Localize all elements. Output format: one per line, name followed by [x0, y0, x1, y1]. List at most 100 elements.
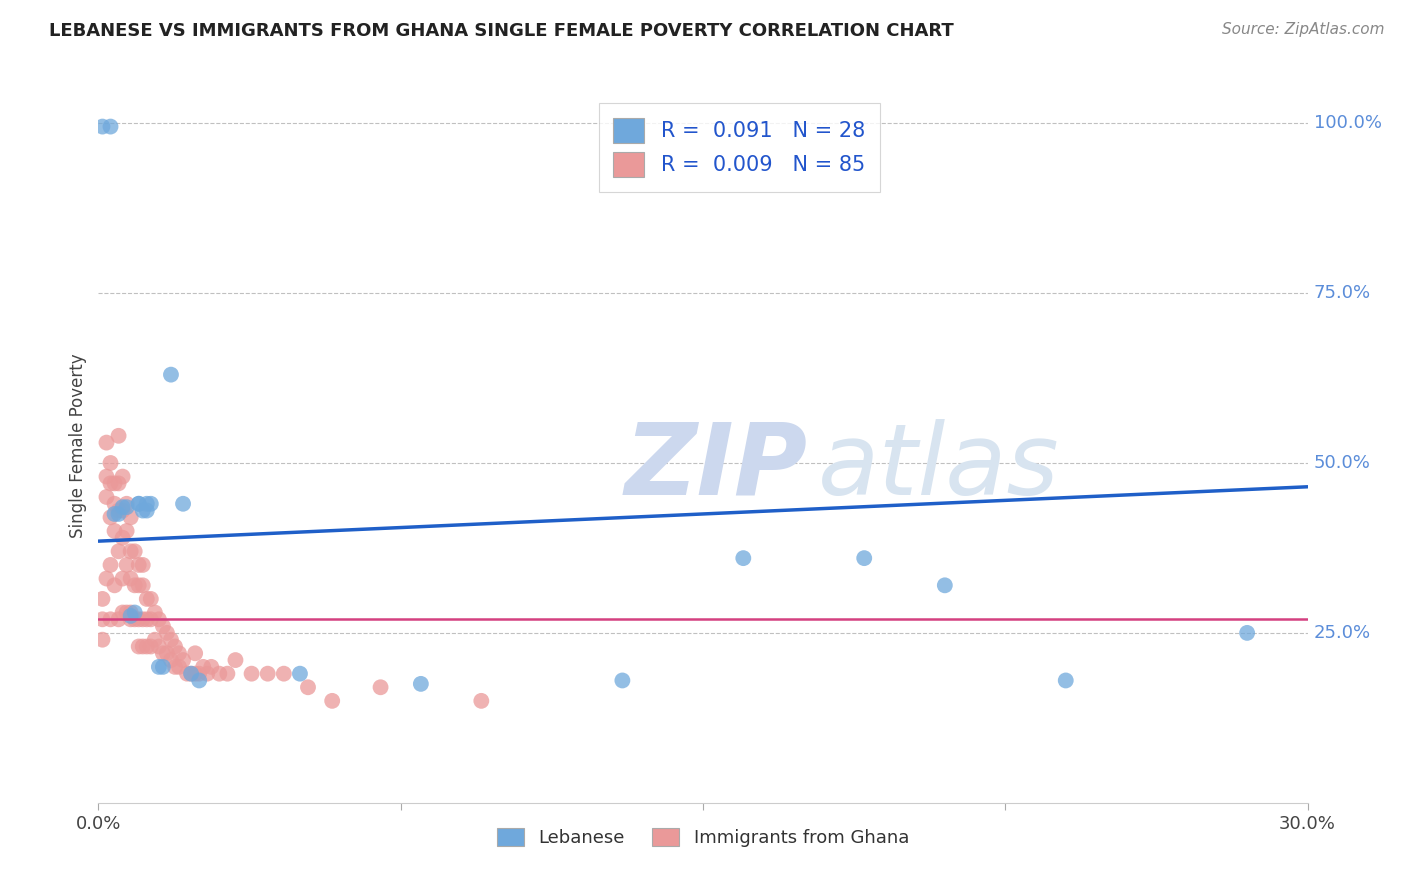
Point: [100, 476, 122, 491]
Point: [111, 531, 134, 545]
Point: [107, 544, 129, 558]
Point: [152, 619, 174, 633]
Point: [160, 632, 183, 647]
Point: [139, 640, 162, 654]
Point: [107, 503, 129, 517]
Point: [139, 591, 162, 606]
Text: ZIP: ZIP: [624, 419, 807, 516]
Point: [188, 673, 211, 688]
Point: [100, 120, 122, 134]
Point: [91, 591, 114, 606]
Point: [135, 497, 157, 511]
Point: [103, 476, 125, 491]
Point: [100, 558, 122, 572]
Point: [135, 640, 157, 654]
Point: [107, 476, 129, 491]
Point: [1236, 626, 1258, 640]
Legend: Lebanese, Immigrants from Ghana: Lebanese, Immigrants from Ghana: [489, 821, 917, 855]
Point: [115, 606, 138, 620]
Point: [96, 490, 118, 504]
Point: [148, 640, 170, 654]
Point: [172, 653, 194, 667]
Point: [156, 626, 179, 640]
Point: [115, 497, 138, 511]
Point: [103, 524, 125, 538]
Text: LEBANESE VS IMMIGRANTS FROM GHANA SINGLE FEMALE POVERTY CORRELATION CHART: LEBANESE VS IMMIGRANTS FROM GHANA SINGLE…: [49, 22, 953, 40]
Point: [193, 660, 215, 674]
Text: Source: ZipAtlas.com: Source: ZipAtlas.com: [1222, 22, 1385, 37]
Point: [128, 640, 150, 654]
Text: 50.0%: 50.0%: [1313, 454, 1371, 472]
Point: [409, 677, 432, 691]
Point: [240, 666, 263, 681]
Point: [128, 558, 150, 572]
Point: [152, 660, 174, 674]
Point: [176, 666, 198, 681]
Point: [180, 666, 202, 681]
Point: [148, 612, 170, 626]
Point: [188, 666, 211, 681]
Point: [160, 368, 183, 382]
Point: [100, 510, 122, 524]
Point: [148, 660, 170, 674]
Point: [91, 632, 114, 647]
Point: [124, 612, 146, 626]
Point: [96, 435, 118, 450]
Point: [120, 612, 142, 626]
Point: [184, 646, 207, 660]
Point: [111, 503, 134, 517]
Point: [135, 612, 157, 626]
Point: [139, 612, 162, 626]
Point: [120, 572, 142, 586]
Point: [167, 660, 190, 674]
Point: [163, 660, 186, 674]
Point: [120, 606, 142, 620]
Point: [156, 646, 179, 660]
Point: [132, 558, 155, 572]
Point: [200, 660, 222, 674]
Point: [1054, 673, 1077, 688]
Point: [107, 612, 129, 626]
Point: [96, 572, 118, 586]
Point: [152, 646, 174, 660]
Point: [111, 500, 134, 515]
Text: atlas: atlas: [818, 419, 1060, 516]
Point: [184, 666, 207, 681]
Point: [115, 558, 138, 572]
Point: [91, 120, 114, 134]
Point: [143, 606, 166, 620]
Point: [167, 646, 190, 660]
Point: [132, 578, 155, 592]
Point: [132, 640, 155, 654]
Point: [115, 500, 138, 515]
Point: [139, 497, 162, 511]
Point: [135, 591, 157, 606]
Point: [224, 653, 246, 667]
Point: [612, 673, 634, 688]
Point: [124, 544, 146, 558]
Point: [124, 578, 146, 592]
Point: [103, 497, 125, 511]
Point: [143, 632, 166, 647]
Point: [297, 680, 319, 694]
Point: [120, 544, 142, 558]
Point: [111, 606, 134, 620]
Point: [208, 666, 231, 681]
Point: [217, 666, 239, 681]
Point: [107, 429, 129, 443]
Point: [135, 503, 157, 517]
Point: [120, 510, 142, 524]
Point: [96, 469, 118, 483]
Point: [111, 469, 134, 483]
Point: [288, 666, 311, 681]
Point: [853, 551, 876, 566]
Point: [273, 666, 295, 681]
Point: [107, 507, 129, 521]
Point: [180, 666, 202, 681]
Point: [128, 578, 150, 592]
Point: [128, 612, 150, 626]
Point: [132, 612, 155, 626]
Text: 100.0%: 100.0%: [1313, 114, 1382, 132]
Point: [91, 612, 114, 626]
Y-axis label: Single Female Poverty: Single Female Poverty: [69, 354, 87, 538]
